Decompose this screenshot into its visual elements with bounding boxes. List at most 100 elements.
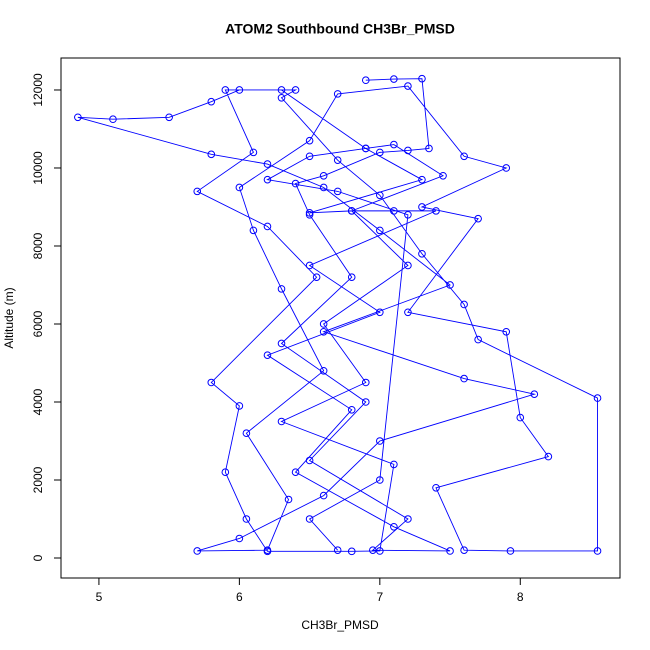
data-point	[390, 140, 398, 149]
data-point	[207, 378, 216, 387]
data-point	[291, 468, 300, 476]
data-point	[460, 300, 468, 309]
data-point	[390, 522, 398, 531]
data-point	[418, 249, 426, 258]
data-point	[221, 86, 230, 94]
data-point	[305, 515, 314, 523]
data-point	[235, 534, 244, 543]
data-point	[312, 273, 321, 281]
data-point	[593, 394, 602, 402]
y-tick-label: 12000	[31, 73, 45, 107]
data-point	[165, 113, 173, 122]
data-point	[404, 146, 412, 155]
data-point	[305, 456, 314, 465]
data-point	[347, 273, 356, 281]
data-point	[277, 86, 286, 94]
data-point	[193, 547, 202, 555]
data-point	[460, 546, 468, 554]
data-point	[347, 547, 356, 556]
data-point	[361, 76, 370, 85]
data-point	[425, 144, 433, 153]
data-point	[418, 203, 426, 211]
data-point	[305, 261, 314, 270]
data-point	[319, 320, 328, 328]
data-line	[77, 78, 598, 552]
data-point	[221, 468, 230, 476]
data-point	[593, 547, 602, 555]
data-point	[516, 413, 525, 422]
data-point	[277, 285, 286, 293]
x-axis-label: CH3Br_PMSD	[301, 618, 379, 632]
data-point	[404, 210, 412, 219]
y-tick-label: 6000	[31, 310, 45, 337]
data-point	[347, 207, 356, 215]
data-point	[376, 226, 384, 235]
y-tick-label: 0	[31, 554, 45, 561]
data-point	[263, 351, 272, 359]
data-point	[502, 164, 511, 172]
data-point	[333, 546, 342, 554]
data-point	[446, 281, 454, 289]
data-point	[319, 327, 328, 336]
data-point	[390, 75, 398, 83]
y-tick-label: 2000	[31, 466, 45, 493]
data-point	[235, 183, 244, 192]
data-point	[263, 175, 272, 184]
data-point	[277, 339, 286, 348]
data-point	[305, 210, 314, 219]
data-point	[530, 390, 539, 398]
data-point	[207, 97, 216, 106]
data-point	[263, 222, 272, 231]
data-point	[544, 452, 553, 461]
data-point	[235, 86, 244, 94]
data-point	[249, 226, 258, 235]
data-point	[460, 374, 468, 383]
data-point	[432, 483, 440, 492]
data-point	[474, 335, 482, 344]
data-point	[319, 171, 328, 180]
data-point	[235, 402, 244, 410]
data-point	[376, 547, 384, 555]
data-point	[305, 152, 314, 161]
plot-frame	[60, 57, 621, 579]
data-point	[74, 113, 82, 122]
data-point	[404, 515, 412, 523]
data-point	[460, 152, 468, 161]
y-tick-label: 10000	[31, 151, 45, 185]
data-point	[376, 308, 384, 317]
data-point	[263, 160, 272, 168]
data-point	[376, 437, 384, 445]
data-point	[242, 515, 251, 523]
data-point	[376, 191, 384, 200]
data-point	[506, 547, 515, 555]
data-point	[277, 417, 286, 426]
data-point	[284, 495, 293, 504]
data-point	[376, 148, 384, 157]
data-point	[404, 82, 412, 90]
data-point	[319, 491, 328, 500]
data-point	[361, 378, 370, 387]
data-point	[474, 214, 482, 223]
data-point	[361, 398, 370, 406]
data-point	[333, 156, 342, 164]
y-tick-label: 8000	[31, 232, 45, 259]
data-point	[369, 546, 377, 554]
data-point	[390, 460, 398, 469]
data-point	[439, 171, 447, 180]
data-point	[361, 144, 370, 153]
data-point	[242, 429, 251, 437]
data-point	[432, 207, 440, 215]
data-point	[319, 183, 328, 192]
data-point	[418, 175, 426, 184]
data-point	[319, 366, 328, 375]
data-point	[305, 136, 314, 145]
data-point	[207, 150, 216, 159]
x-tick-label: 5	[96, 590, 103, 604]
data-point	[249, 148, 258, 157]
data-point	[418, 74, 426, 83]
y-tick-label: 4000	[31, 388, 45, 415]
data-point	[291, 86, 300, 94]
data-point	[333, 187, 342, 196]
data-point	[263, 547, 272, 556]
